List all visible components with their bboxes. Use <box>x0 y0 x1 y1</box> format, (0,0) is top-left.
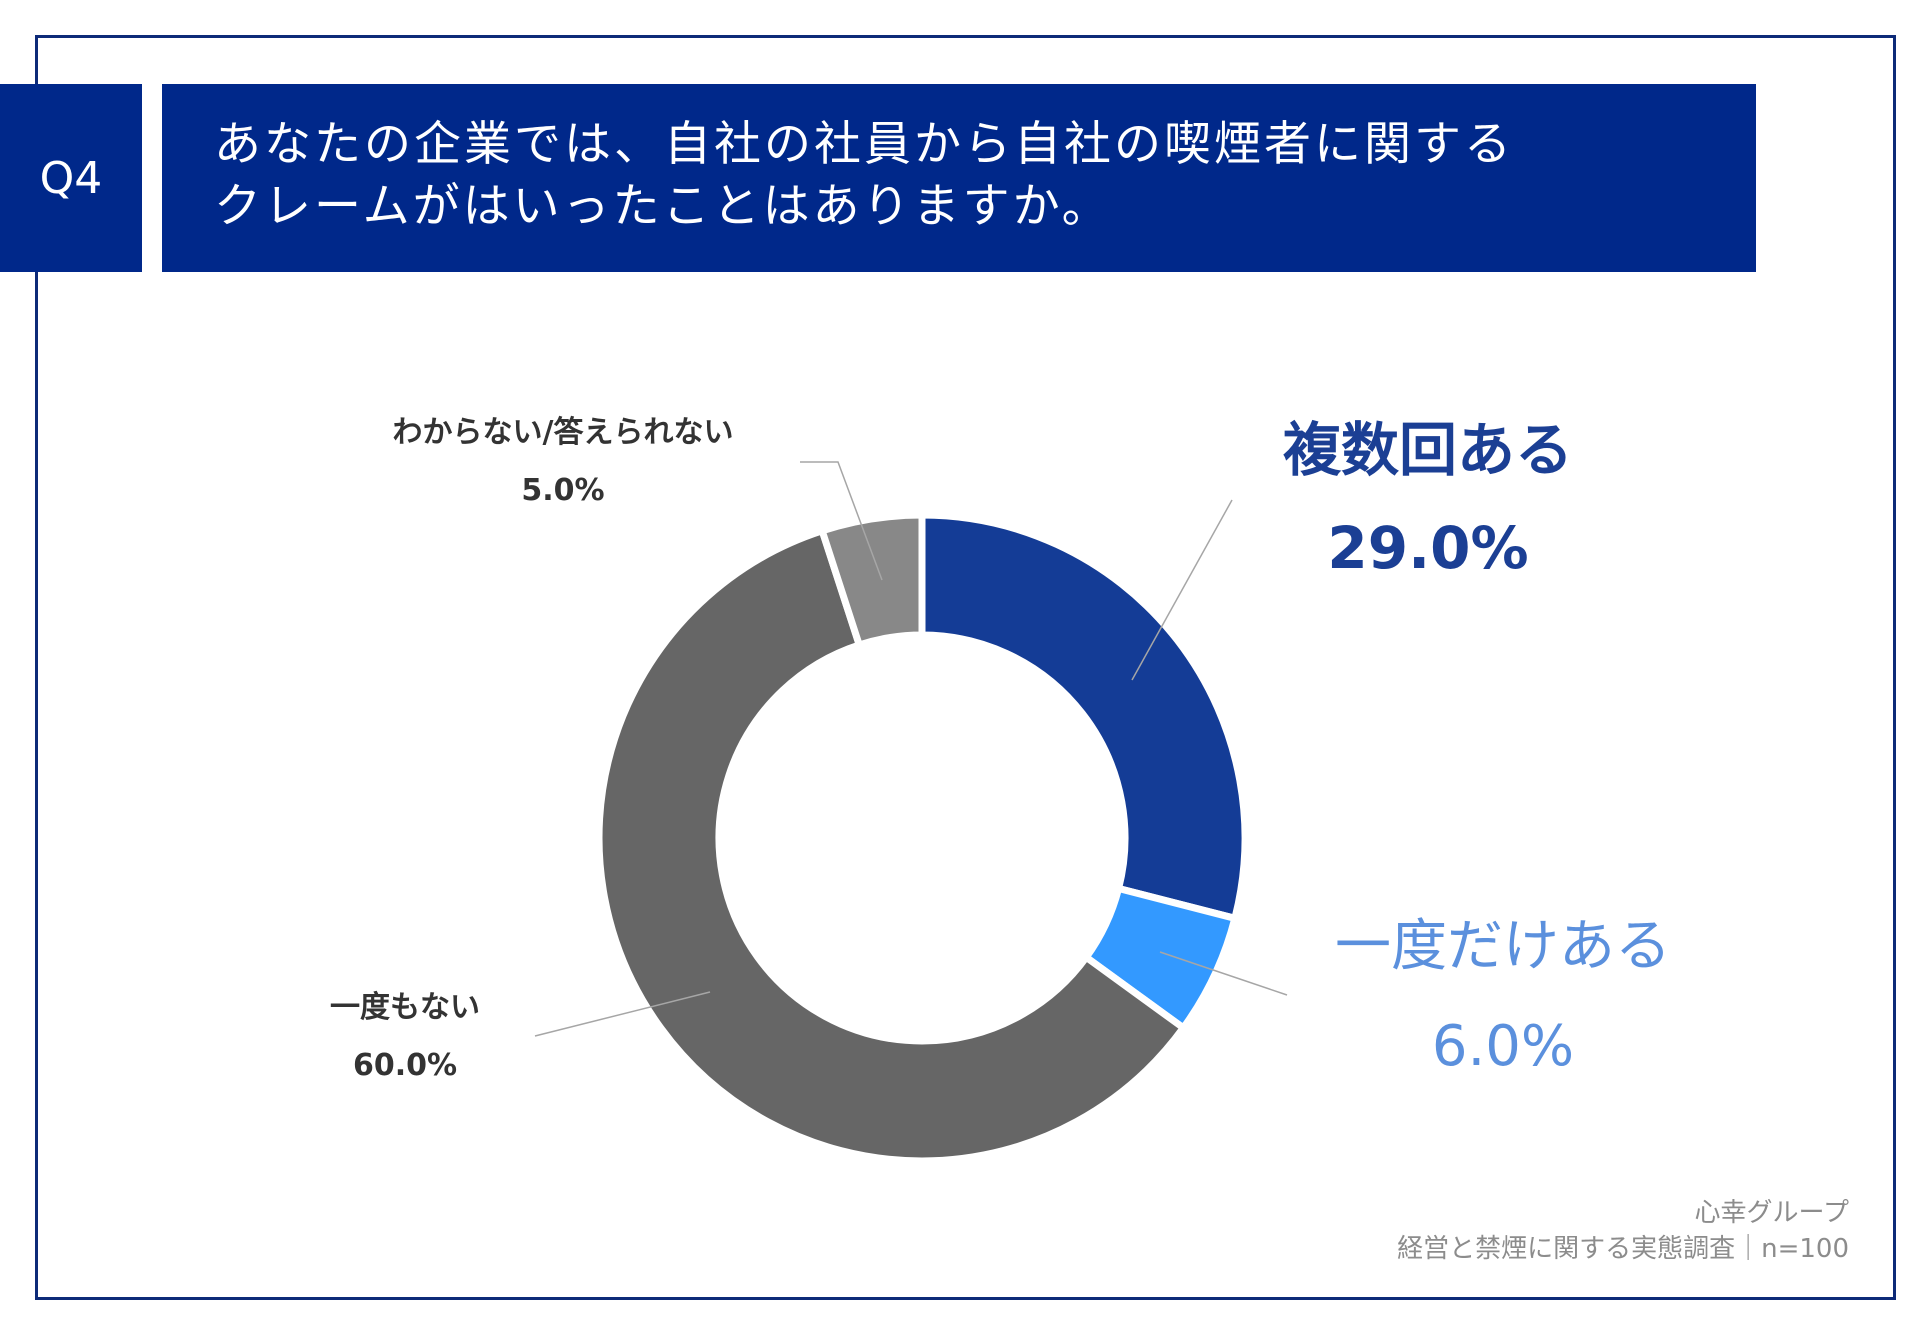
question-line-1: あなたの企業では、自社の社員から自社の喫煙者に関する <box>214 117 1514 172</box>
leader-line-never <box>534 991 711 1037</box>
slice-label-multiple: 複数回ある <box>1283 416 1573 484</box>
slice-never <box>595 526 1189 1165</box>
chart-frame <box>35 35 1896 1300</box>
leader-line-once <box>1159 951 1288 996</box>
slice-label-unknown: わからない/答えられない <box>393 415 734 450</box>
question-title: あなたの企業では、自社の社員から自社の喫煙者に関する クレームがはいったことはあ… <box>162 84 1756 272</box>
slice-label-once: 一度だけある <box>1335 914 1671 979</box>
question-number-badge: Q4 <box>0 84 142 272</box>
slice-multiple <box>918 511 1249 923</box>
slice-label-never: 一度もない <box>330 990 480 1025</box>
source-organization: 心幸グループ <box>1694 1198 1849 1228</box>
slice-value-unknown: 5.0% <box>521 473 604 508</box>
slice-unknown <box>817 511 926 650</box>
slice-value-once: 6.0% <box>1432 1014 1574 1079</box>
slice-value-never: 60.0% <box>353 1048 457 1083</box>
leader-line-unknown <box>800 461 883 581</box>
leader-line-multiple <box>1131 499 1233 681</box>
question-line-2: クレームがはいったことはありますか。 <box>214 179 1112 234</box>
source-survey: 経営と禁煙に関する実態調査｜n=100 <box>1397 1234 1849 1264</box>
slice-value-multiple: 29.0% <box>1327 514 1528 582</box>
